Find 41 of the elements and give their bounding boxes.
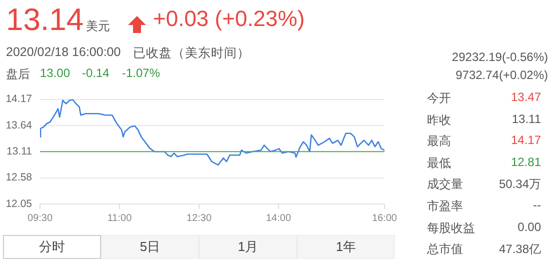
text: 美元 (86, 18, 110, 35)
text: 市盈率 (427, 198, 463, 215)
text: 最高 (427, 133, 451, 150)
text: 最低 (427, 154, 451, 172)
text: 13.00 (40, 66, 70, 80)
x-tick-label: 14:00 (266, 212, 292, 224)
text: 成交量 (427, 176, 463, 194)
x-tick-label: 09:30 (27, 212, 53, 224)
text: 13.11 (512, 112, 541, 126)
text: 2020/02/18 16:00:00 (6, 45, 121, 59)
text: 盘后 (6, 66, 30, 83)
text: 13.47 (510, 90, 541, 104)
y-tick-label: 12.58 (6, 172, 32, 184)
text: 47.38亿 (498, 241, 541, 258)
x-tick-label: 12:30 (186, 212, 212, 224)
y-tick-label: 12.05 (6, 198, 32, 210)
text: 14.17 (510, 133, 541, 148)
text: +0.03 (+0.23%) (153, 6, 305, 32)
text: 5日 (140, 238, 160, 256)
y-tick-label: 13.64 (6, 119, 32, 132)
text: -0.14 (82, 66, 110, 80)
text: 每股收益 (427, 220, 475, 237)
text: 1月 (238, 238, 258, 256)
text: 1年 (336, 238, 356, 256)
text: 总市值 (427, 241, 463, 258)
x-tick-label: 11:00 (107, 212, 132, 224)
x-tick-label: 16:00 (372, 212, 398, 224)
text: 29232.19(-0.56%) (452, 50, 548, 64)
text: 13.14 (6, 2, 84, 38)
text: 0.00 (518, 220, 541, 234)
text: -1.07% (122, 66, 160, 80)
text: 今开 (427, 90, 451, 107)
text: 昨收 (427, 112, 451, 129)
y-tick-label: 14.17 (6, 93, 32, 106)
y-tick-label: 13.11 (6, 146, 32, 158)
text: 9732.74(+0.02%) (456, 68, 548, 82)
text: 12.81 (510, 154, 541, 169)
text: 50.34万 (498, 176, 541, 194)
text: 已收盘（美东时间） (133, 45, 250, 62)
text: -- (533, 198, 541, 212)
text: 分时 (39, 238, 65, 256)
